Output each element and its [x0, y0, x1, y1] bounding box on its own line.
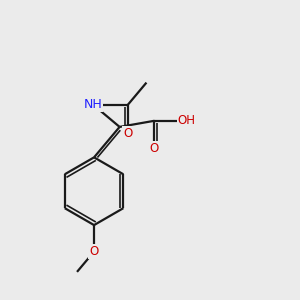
Text: O: O	[123, 127, 132, 140]
Text: O: O	[150, 142, 159, 155]
Text: OH: OH	[178, 114, 196, 127]
Text: NH: NH	[83, 98, 102, 111]
Text: O: O	[89, 245, 99, 258]
